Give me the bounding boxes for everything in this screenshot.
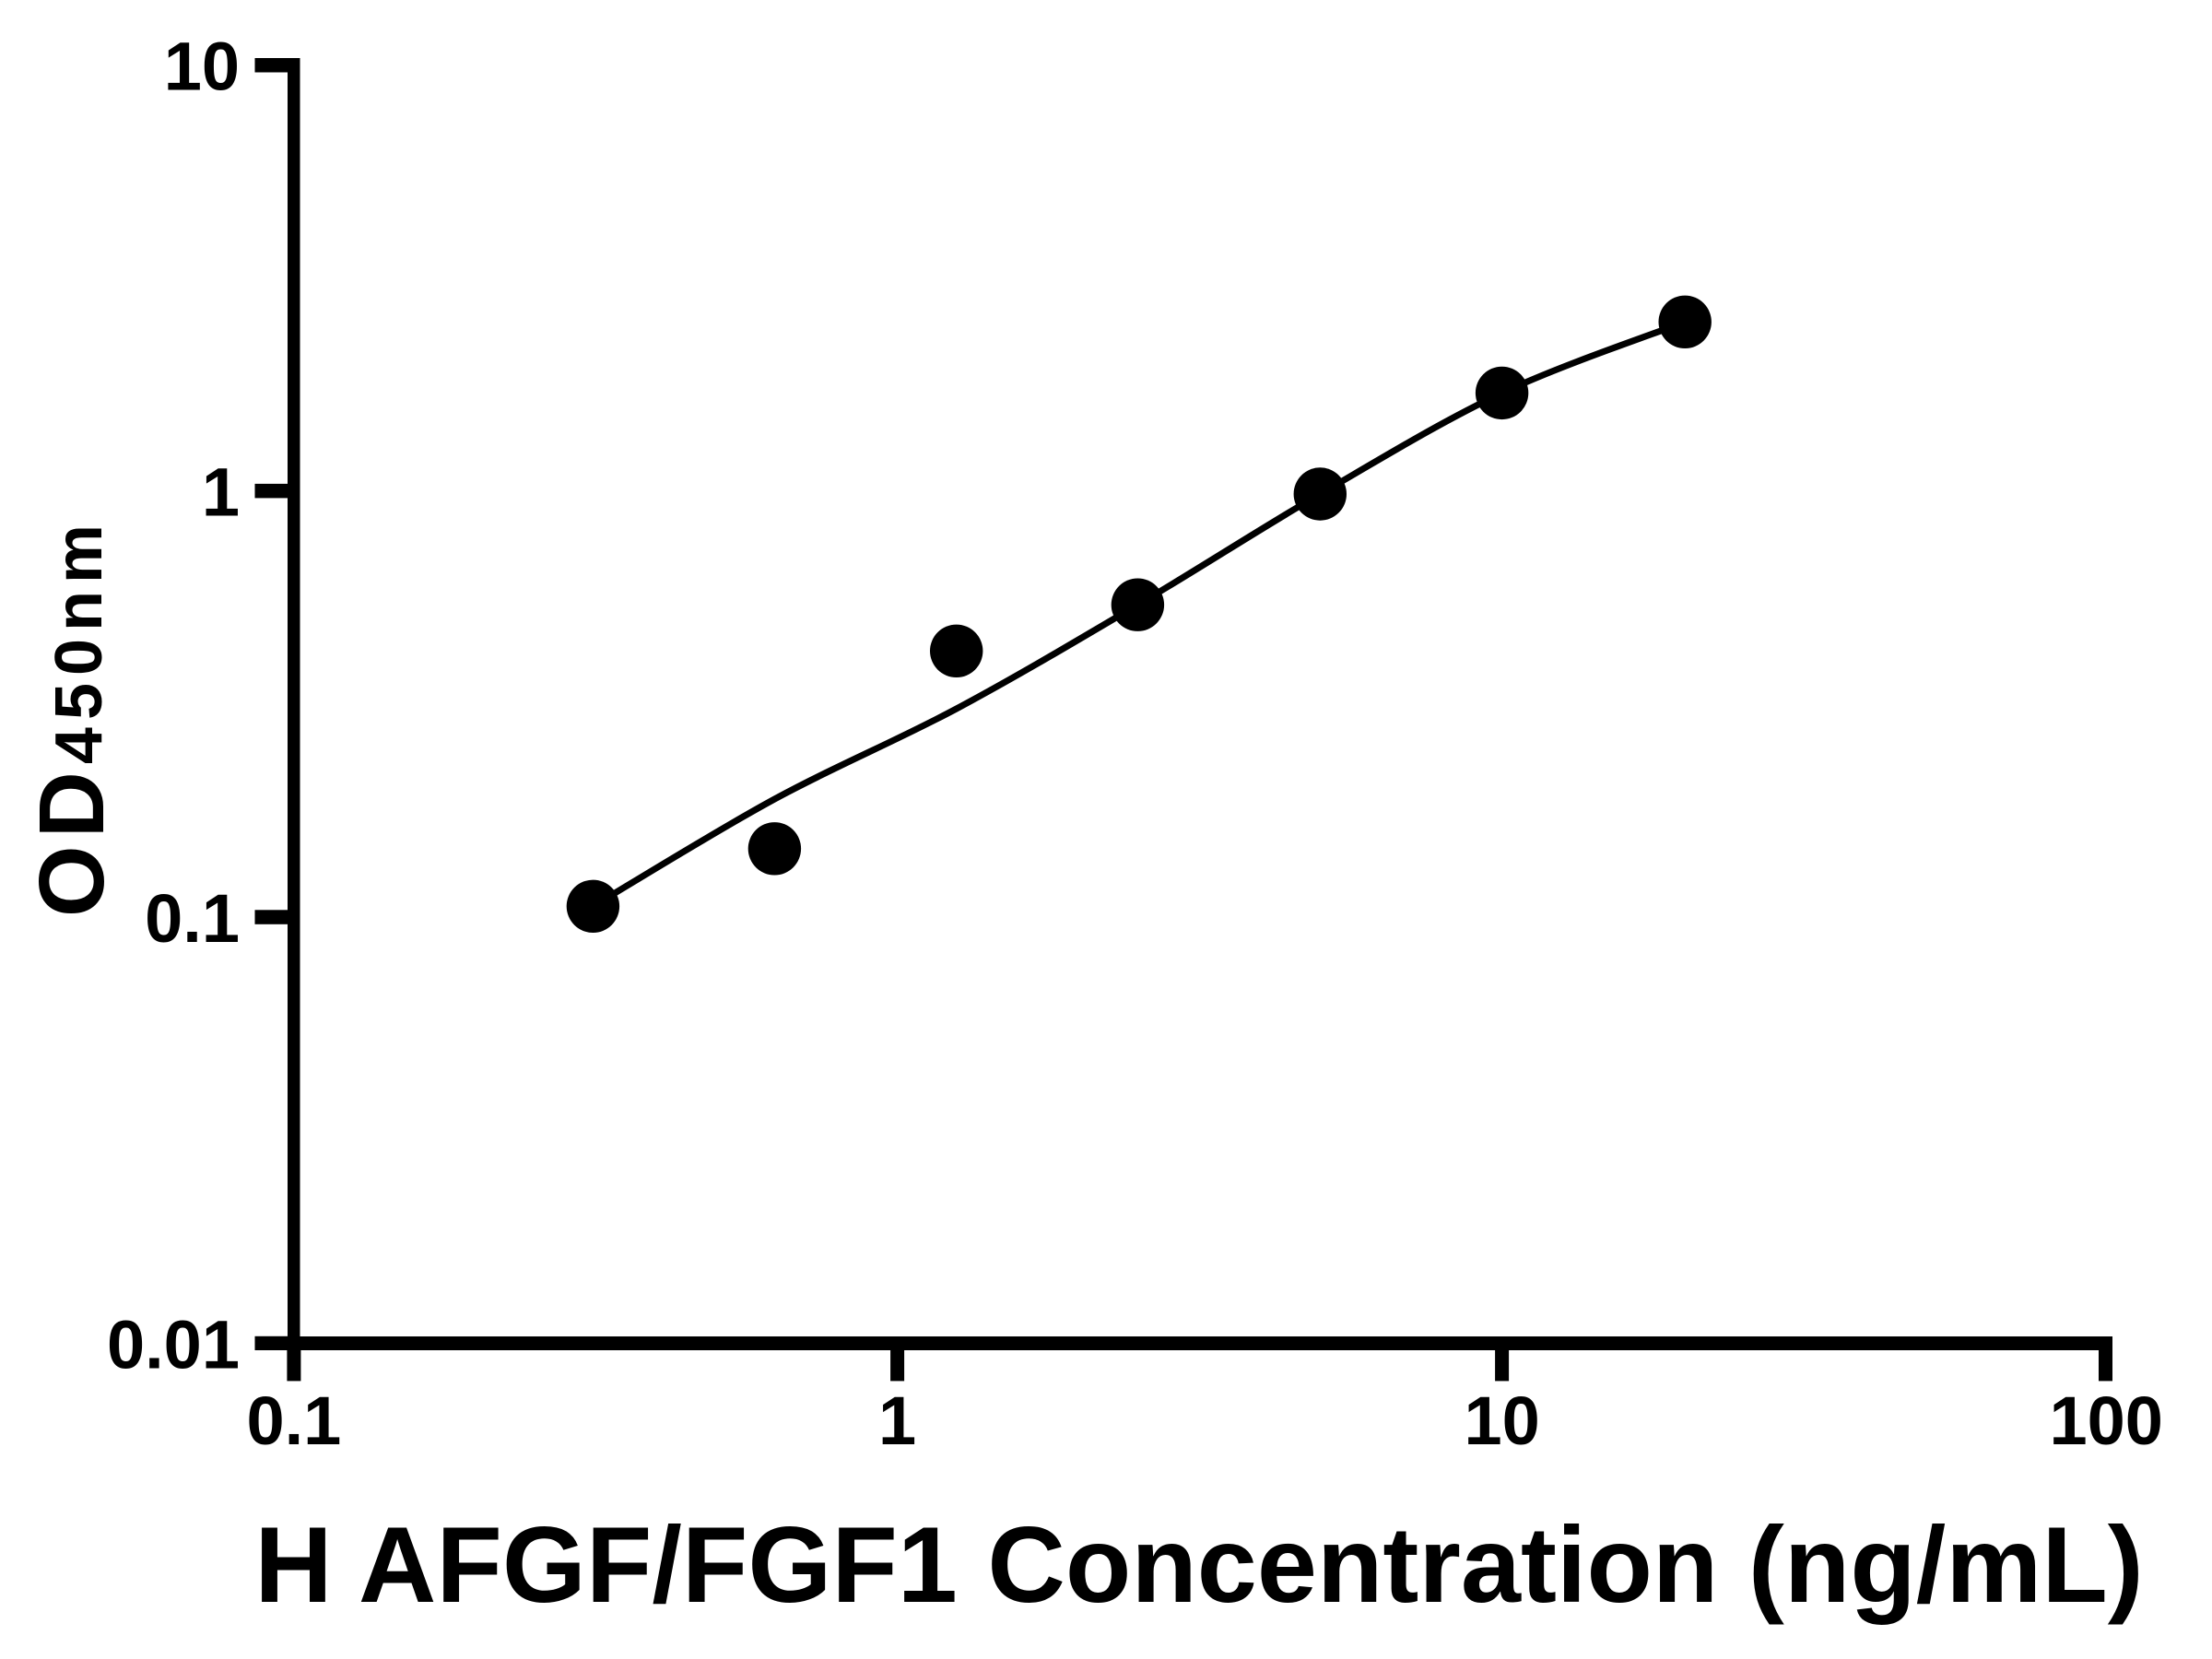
svg-text:0.1: 0.1: [246, 1382, 341, 1459]
svg-text:1: 1: [202, 454, 240, 531]
svg-text:100: 100: [2049, 1382, 2162, 1459]
svg-text:1: 1: [878, 1382, 916, 1459]
svg-text:10: 10: [164, 29, 240, 105]
svg-text:0.01: 0.01: [107, 1307, 240, 1383]
svg-text:0.1: 0.1: [145, 880, 240, 957]
svg-text:H AFGF/FGF1 Concentration (ng/: H AFGF/FGF1 Concentration (ng/mL): [254, 1504, 2144, 1625]
svg-text:10: 10: [1464, 1382, 1539, 1459]
